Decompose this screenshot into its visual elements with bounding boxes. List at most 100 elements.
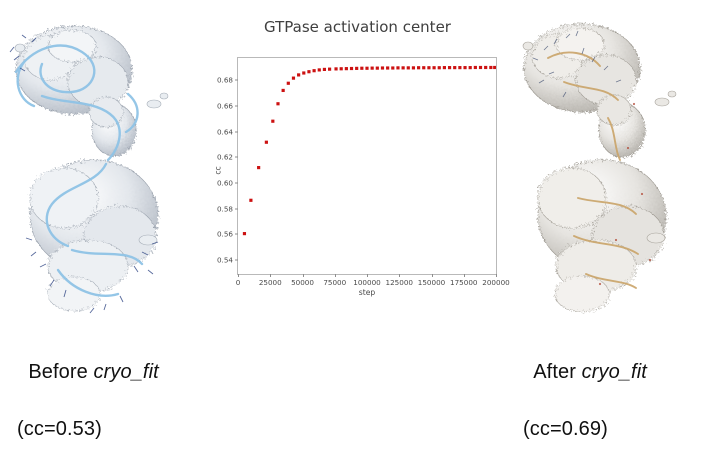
- density-satellites: [522, 41, 677, 244]
- data-point: [344, 67, 348, 71]
- x-tick-mark: [463, 274, 465, 277]
- data-point: [432, 66, 436, 70]
- data-point: [489, 65, 493, 70]
- data-point: [453, 66, 457, 70]
- density-upper-lobe: [523, 23, 641, 113]
- x-axis-label: step: [358, 288, 376, 297]
- x-tick-mark: [367, 274, 368, 277]
- x-tick-label: 50000: [291, 278, 314, 287]
- density-lower-lobe: [29, 159, 159, 312]
- x-tick-label: 100000: [353, 278, 381, 287]
- molecule-panel-after: [508, 8, 718, 318]
- y-tick-mark: [235, 79, 238, 81]
- x-tick-label: 0: [235, 278, 241, 287]
- caption-before-cc: (cc=0.53): [17, 418, 102, 441]
- density-satellites: [14, 43, 169, 246]
- x-tick-label: 150000: [417, 278, 446, 287]
- x-tick-label: 125000: [385, 278, 413, 287]
- density-neck: [596, 94, 646, 158]
- data-point: [401, 66, 405, 70]
- x-tick-mark: [431, 274, 433, 277]
- data-point: [427, 66, 431, 70]
- atomic-model-after: [547, 51, 639, 289]
- data-point: [355, 66, 359, 70]
- density-lower-lobe: [537, 159, 667, 313]
- x-tick-mark: [302, 274, 304, 277]
- data-point: [478, 65, 483, 70]
- x-tick-mark: [270, 274, 272, 277]
- y-tick-label: 0.54: [216, 255, 233, 265]
- y-tick-label: 0.62: [216, 152, 233, 162]
- data-point: [322, 67, 327, 71]
- y-tick-mark: [235, 156, 238, 158]
- data-point: [406, 66, 410, 70]
- data-point: [271, 119, 275, 123]
- data-point: [386, 66, 390, 70]
- data-point: [493, 65, 496, 70]
- convergence-chart: GTPase activation center 0.54 0.56 0.58 0.6…: [205, 12, 510, 302]
- data-point: [317, 68, 321, 72]
- caption-after-cc: (cc=0.69): [523, 418, 608, 441]
- x-tick-mark: [238, 274, 239, 277]
- data-point: [463, 66, 467, 70]
- y-tick-label: 0.56: [216, 229, 233, 239]
- x-tick-label: 200000: [482, 278, 510, 287]
- data-point: [276, 102, 280, 106]
- data-point: [302, 71, 306, 75]
- data-point: [484, 65, 488, 70]
- y-tick-label: 0.58: [216, 204, 233, 214]
- x-tick-label: 75000: [323, 278, 347, 287]
- data-point: [391, 66, 395, 70]
- data-point: [396, 66, 400, 70]
- data-point: [286, 81, 290, 85]
- y-tick-mark: [235, 259, 238, 261]
- data-point: [380, 66, 385, 70]
- y-tick-mark: [235, 182, 238, 184]
- data-point: [437, 66, 441, 70]
- data-point: [411, 66, 416, 70]
- y-tick-mark: [235, 233, 238, 235]
- caption-after-text: After: [533, 361, 582, 384]
- data-point: [242, 232, 247, 236]
- caption-before-italic: cryo_fit: [93, 361, 159, 384]
- x-tick-label: 25000: [258, 278, 282, 287]
- y-tick-label: 0.68: [216, 75, 233, 85]
- data-point: [365, 66, 369, 70]
- atomic-model-sidechains-after: [532, 30, 622, 98]
- y-tick-mark: [235, 131, 238, 133]
- data-point: [307, 70, 311, 74]
- atomic-model-before: [14, 44, 144, 297]
- caption-after: After cryo_fit (cc=0.69): [523, 330, 647, 472]
- data-point: [281, 88, 285, 93]
- caption-before: Before cryo_fit (cc=0.53): [17, 330, 159, 472]
- data-point: [375, 66, 379, 70]
- scatter-series: [242, 65, 496, 236]
- x-tick-mark: [399, 274, 401, 277]
- data-point: [360, 66, 364, 70]
- y-tick-label: 0.60: [216, 178, 233, 188]
- data-point: [447, 66, 452, 70]
- y-axis-label: cc: [213, 166, 223, 175]
- data-point: [370, 66, 374, 70]
- caption-after-italic: cryo_fit: [581, 361, 647, 384]
- data-point: [312, 69, 316, 73]
- data-point: [442, 66, 446, 70]
- plot-area: 0.54 0.56 0.58 0.60 0.62 0.64 0.66 0.68 0 25000 50…: [217, 57, 510, 287]
- data-point: [297, 73, 301, 77]
- data-point: [349, 66, 354, 71]
- caption-before-text: Before: [28, 361, 94, 384]
- data-point: [257, 166, 261, 170]
- data-point: [334, 67, 338, 71]
- data-point: [473, 65, 477, 70]
- y-tick-mark: [235, 105, 238, 107]
- data-point: [328, 67, 332, 71]
- data-point: [339, 67, 343, 71]
- cryoem-map-before: [9, 25, 169, 314]
- cryoem-map-after: [522, 23, 677, 313]
- x-tick-label: 175000: [450, 278, 478, 287]
- model-heteroatoms-after: [598, 102, 652, 286]
- data-point: [422, 66, 426, 70]
- x-tick-mark: [334, 274, 336, 277]
- data-point: [264, 140, 268, 144]
- data-point: [468, 66, 472, 70]
